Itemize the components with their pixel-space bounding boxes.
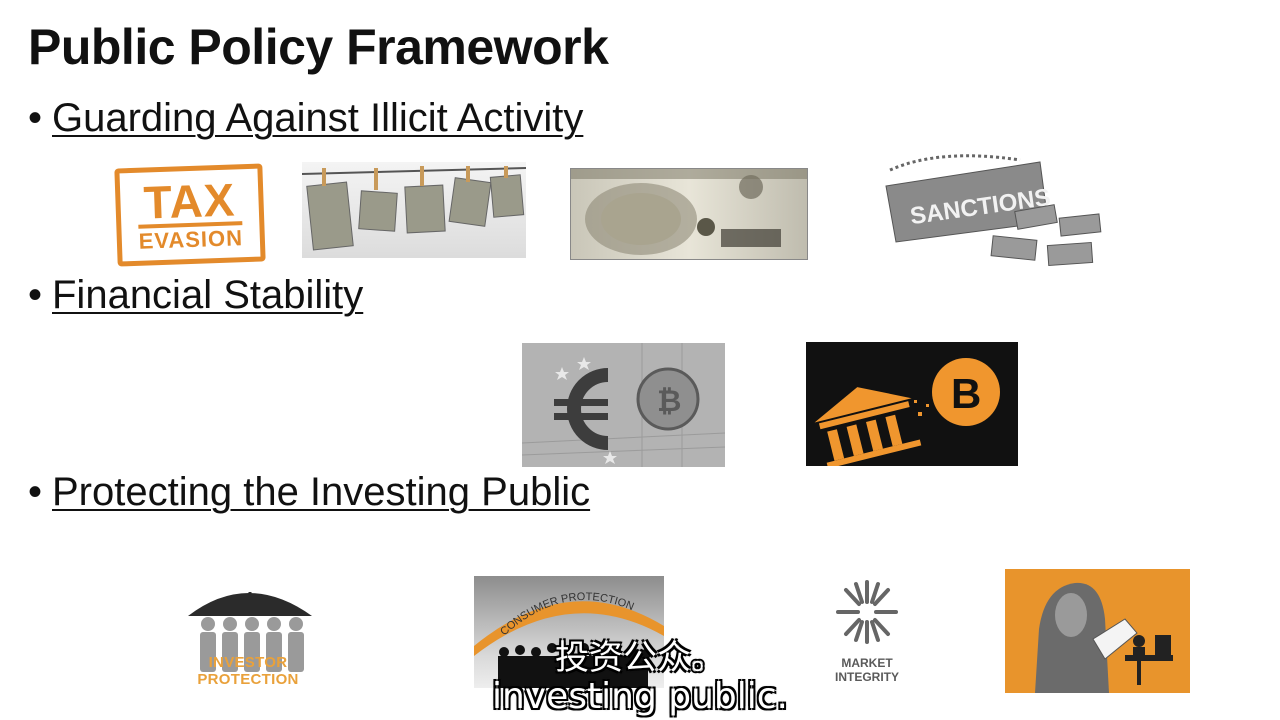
bullet-text: Protecting the Investing Public xyxy=(52,470,591,514)
bullet-investing-public: • Protecting the Investing Public xyxy=(28,470,590,515)
bank-bitcoin-image: B xyxy=(806,342,1018,466)
laundering-illustration xyxy=(302,166,526,251)
tax-evasion-image: TAX EVASION xyxy=(114,163,266,267)
market-integrity-image: MARKET INTEGRITY xyxy=(822,578,912,688)
subtitle-chinese: 投资公众。 xyxy=(555,638,725,678)
euro-bitcoin-image: ₿ xyxy=(522,343,725,467)
money-laundering-image xyxy=(302,162,526,258)
bullet-marker: • xyxy=(28,470,43,514)
svg-text:B: B xyxy=(951,370,981,417)
slide-title: Public Policy Framework xyxy=(28,19,609,75)
market-integrity-line2: INTEGRITY xyxy=(834,670,899,684)
svg-text:₿: ₿ xyxy=(657,385,681,418)
investor-protection-image: INVESTOR PROTECTION xyxy=(156,574,340,690)
market-integrity-logo xyxy=(836,580,898,644)
sanctions-image: SANCTIONS xyxy=(880,150,1130,270)
tax-stamp-line2: EVASION xyxy=(138,221,243,254)
investor-protection-caption: INVESTOR PROTECTION xyxy=(197,654,299,688)
bullet-marker: • xyxy=(28,96,43,140)
umbrella-people-illustration xyxy=(188,592,312,672)
bullet-illicit-activity: • Guarding Against Illicit Activity xyxy=(28,96,583,141)
bullet-financial-stability: • Financial Stability xyxy=(28,273,363,318)
bank-bitcoin-illustration: B xyxy=(806,342,1018,466)
euro-bitcoin-illustration: ₿ xyxy=(522,343,725,467)
market-integrity-line1: MARKET xyxy=(841,656,893,670)
tax-stamp-line1: TAX xyxy=(142,173,237,229)
sanctions-illustration: SANCTIONS xyxy=(885,154,1102,267)
subtitle-english: investing public. xyxy=(491,676,788,717)
bullet-marker: • xyxy=(28,273,43,317)
dollar-bill-image xyxy=(570,168,808,260)
market-integrity-caption: MARKET INTEGRITY xyxy=(822,656,912,684)
consumer-protection-illustration: CONSUMER PROTECTION xyxy=(474,591,664,688)
consumer-protection-image: CONSUMER PROTECTION xyxy=(474,576,664,688)
bullet-text: Financial Stability xyxy=(52,273,364,317)
fraud-illustration xyxy=(1005,569,1190,693)
fraud-image xyxy=(1005,569,1190,693)
dollar-bill-illustration xyxy=(571,169,807,255)
bullet-text: Guarding Against Illicit Activity xyxy=(52,96,584,140)
